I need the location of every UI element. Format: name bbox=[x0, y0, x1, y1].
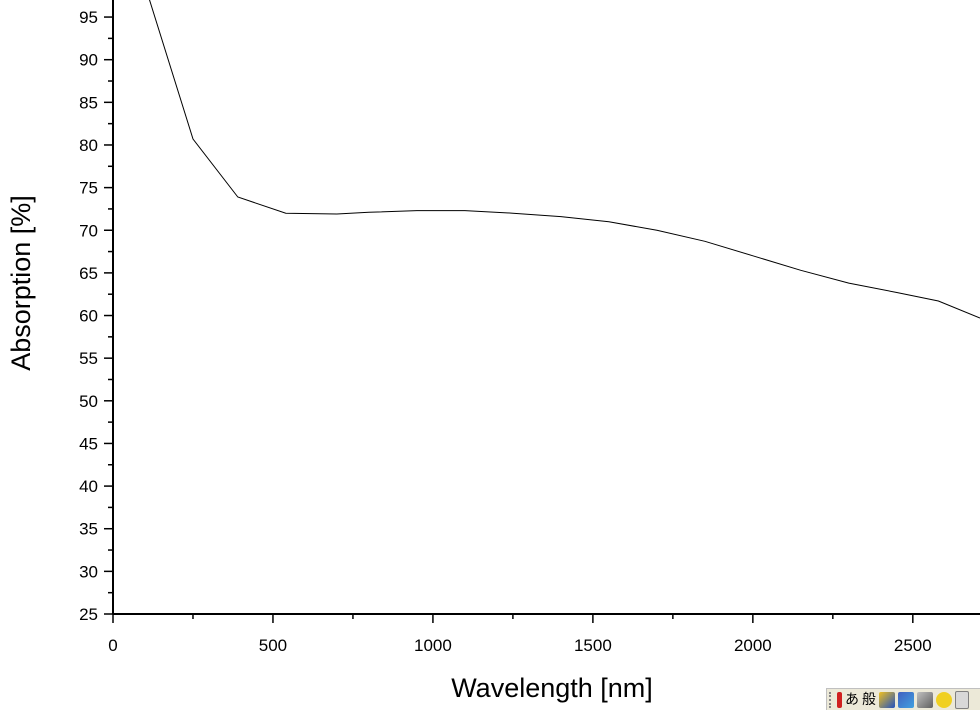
x-tick-label: 0 bbox=[108, 636, 117, 655]
y-tick-label: 90 bbox=[79, 51, 98, 70]
y-tick-label: 65 bbox=[79, 264, 98, 283]
y-tick-label: 75 bbox=[79, 179, 98, 198]
y-tick-label: 95 bbox=[79, 8, 98, 27]
options-icon[interactable] bbox=[955, 690, 969, 709]
y-tick-label: 50 bbox=[79, 392, 98, 411]
x-tick-label: 1000 bbox=[414, 636, 452, 655]
y-tick-label: 45 bbox=[79, 434, 98, 453]
y-tick-label: 80 bbox=[79, 136, 98, 155]
x-tick-label: 2000 bbox=[734, 636, 772, 655]
info-icon[interactable] bbox=[837, 691, 842, 708]
help-icon[interactable] bbox=[936, 691, 952, 708]
tick-marks bbox=[104, 16, 914, 623]
series-line bbox=[149, 0, 980, 319]
y-tick-label: 30 bbox=[79, 562, 98, 581]
series-layer bbox=[149, 0, 980, 319]
y-tick-label: 60 bbox=[79, 307, 98, 326]
ime-language-bar[interactable]: あ 般 bbox=[826, 688, 980, 710]
tools-icon[interactable] bbox=[917, 691, 933, 708]
axes bbox=[112, 0, 980, 615]
y-axis-title: Absorption [%] bbox=[6, 195, 36, 371]
x-tick-label: 1500 bbox=[574, 636, 612, 655]
y-tick-label: 70 bbox=[79, 221, 98, 240]
ime-pad-icon[interactable] bbox=[879, 691, 895, 708]
dictionary-icon[interactable] bbox=[898, 691, 914, 708]
tick-labels: 25 30 35 40 45 50 55 60 65 70 75 80 85 90 95 0 500 1000 15… bbox=[79, 8, 932, 655]
input-mode-button[interactable]: 般 bbox=[862, 691, 876, 708]
hiragana-mode-button[interactable]: あ bbox=[845, 691, 859, 708]
x-axis-title: Wavelength [nm] bbox=[451, 673, 653, 703]
y-tick-label: 35 bbox=[79, 520, 98, 539]
x-tick-label: 500 bbox=[259, 636, 287, 655]
grip-handle[interactable] bbox=[829, 691, 834, 708]
x-tick-label: 2500 bbox=[894, 636, 932, 655]
y-tick-label: 85 bbox=[79, 93, 98, 112]
y-tick-label: 40 bbox=[79, 477, 98, 496]
y-tick-label: 55 bbox=[79, 349, 98, 368]
y-tick-label: 25 bbox=[79, 605, 98, 624]
